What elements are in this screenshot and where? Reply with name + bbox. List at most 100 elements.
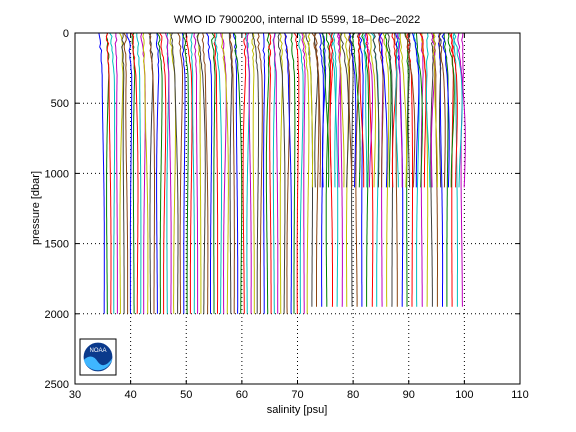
profile-line: [246, 32, 252, 314]
profile-line: [452, 32, 458, 307]
profile-line: [351, 32, 361, 188]
profile-line: [268, 32, 272, 314]
profile-line: [426, 32, 431, 188]
y-tick-labels: 0 500 1000 1500 2000 2500: [45, 28, 69, 391]
profile-line: [136, 33, 142, 314]
profile-line: [432, 32, 438, 307]
profile-line: [415, 32, 423, 188]
profile-line: [190, 32, 195, 314]
profile-line: [321, 32, 327, 188]
profile-line: [126, 32, 133, 314]
profile-line: [297, 32, 304, 314]
profile-line: [165, 32, 172, 314]
profile-line: [119, 32, 124, 314]
x-tick-labels: 30 40 50 60 70 80 90 100 110: [69, 389, 529, 401]
y-tick-label: 2500: [45, 379, 69, 391]
y-axis-label: pressure [dbar]: [30, 171, 42, 245]
profile-line: [265, 32, 270, 314]
profile-line: [384, 32, 392, 188]
profile-line: [155, 32, 160, 314]
y-tick-label: 0: [63, 28, 69, 40]
profile-line: [256, 32, 263, 314]
profile-line: [430, 32, 435, 307]
profile-line: [307, 32, 314, 188]
y-tick-label: 500: [51, 98, 69, 110]
profile-line: [391, 32, 398, 188]
profile-line: [272, 32, 276, 314]
profile-line: [453, 32, 463, 188]
profile-line: [406, 32, 413, 307]
profile-line: [438, 32, 442, 188]
profile-line: [332, 32, 337, 188]
x-tick-label: 110: [511, 389, 529, 401]
profile-line: [283, 32, 292, 314]
x-axis-label: salinity [psu]: [267, 404, 328, 416]
profile-line: [290, 33, 296, 314]
profile-line: [302, 32, 310, 314]
profile-line: [251, 32, 259, 314]
profile-line: [228, 33, 233, 314]
y-tick-label: 1500: [45, 239, 69, 251]
profile-line: [193, 32, 199, 314]
x-tick-label: 90: [403, 389, 415, 401]
x-tick-label: 50: [180, 389, 192, 401]
profile-line: [411, 32, 420, 188]
profile-line: [348, 32, 357, 188]
x-tick-label: 60: [236, 389, 248, 401]
profile-line: [214, 32, 223, 314]
profile-line: [121, 32, 125, 314]
profile-line: [338, 32, 345, 188]
profile-line: [220, 32, 229, 314]
profile-line: [201, 32, 209, 314]
profile-line: [181, 32, 186, 314]
profile-line: [457, 32, 466, 188]
profile-line: [98, 32, 105, 314]
profile-line: [262, 32, 266, 314]
profile-line: [365, 32, 374, 307]
profile-line: [367, 32, 376, 188]
profile-line: [438, 32, 446, 188]
x-tick-label: 100: [455, 389, 473, 401]
x-tick-label: 70: [291, 389, 303, 401]
profile-line: [156, 32, 163, 314]
profile-line: [430, 32, 436, 188]
profile-line: [363, 32, 368, 188]
profile-line: [213, 33, 219, 314]
profile-line: [450, 32, 458, 188]
profile-line: [322, 32, 330, 188]
profile-line: [314, 32, 321, 188]
profile-line: [273, 32, 279, 314]
profile-line: [105, 32, 112, 314]
profile-line: [405, 33, 416, 188]
profile-line: [361, 32, 370, 307]
profile-line: [196, 32, 202, 314]
profile-line: [251, 32, 255, 314]
profile-line: [229, 32, 235, 314]
profile-line: [399, 32, 407, 188]
profile-line: [397, 32, 403, 188]
profile-line: [419, 32, 427, 188]
y-tick-label: 2000: [45, 309, 69, 321]
x-tick-label: 30: [69, 389, 81, 401]
profile-line: [460, 32, 464, 307]
profile-line: [196, 32, 206, 314]
noaa-logo-text: NOAA: [89, 348, 106, 354]
profile-line: [148, 32, 155, 314]
profile-line: [233, 32, 243, 314]
grid: [75, 33, 520, 384]
profile-line: [177, 32, 183, 314]
profile-line: [358, 32, 364, 307]
profile-line: [109, 32, 116, 314]
profile-line: [372, 32, 380, 188]
profile-line: [340, 32, 350, 188]
profile-line: [185, 32, 193, 314]
profile-line: [325, 32, 331, 307]
profile-line: [358, 32, 365, 188]
profile-line: [370, 32, 380, 307]
profile-line: [348, 32, 353, 188]
profile-line: [432, 32, 438, 188]
profile-line: [242, 32, 247, 314]
profile-line: [377, 32, 384, 188]
profile-line: [170, 32, 179, 314]
